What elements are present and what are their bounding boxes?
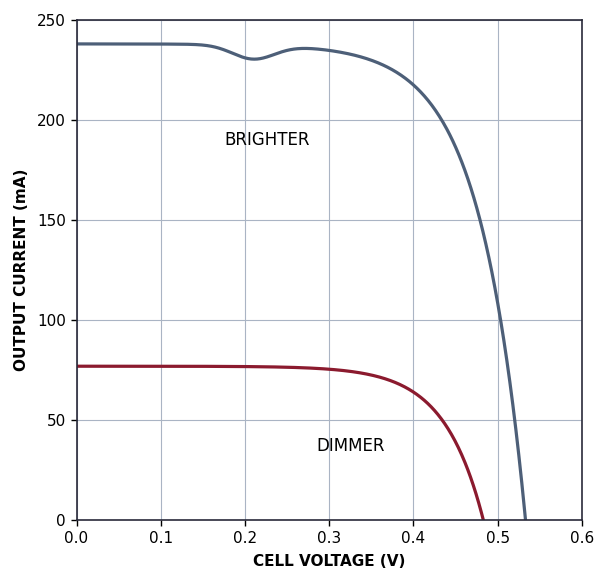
- Text: DIMMER: DIMMER: [317, 437, 385, 455]
- Y-axis label: OUTPUT CURRENT (mA): OUTPUT CURRENT (mA): [14, 169, 29, 371]
- Text: BRIGHTER: BRIGHTER: [224, 131, 309, 149]
- X-axis label: CELL VOLTAGE (V): CELL VOLTAGE (V): [253, 554, 406, 569]
